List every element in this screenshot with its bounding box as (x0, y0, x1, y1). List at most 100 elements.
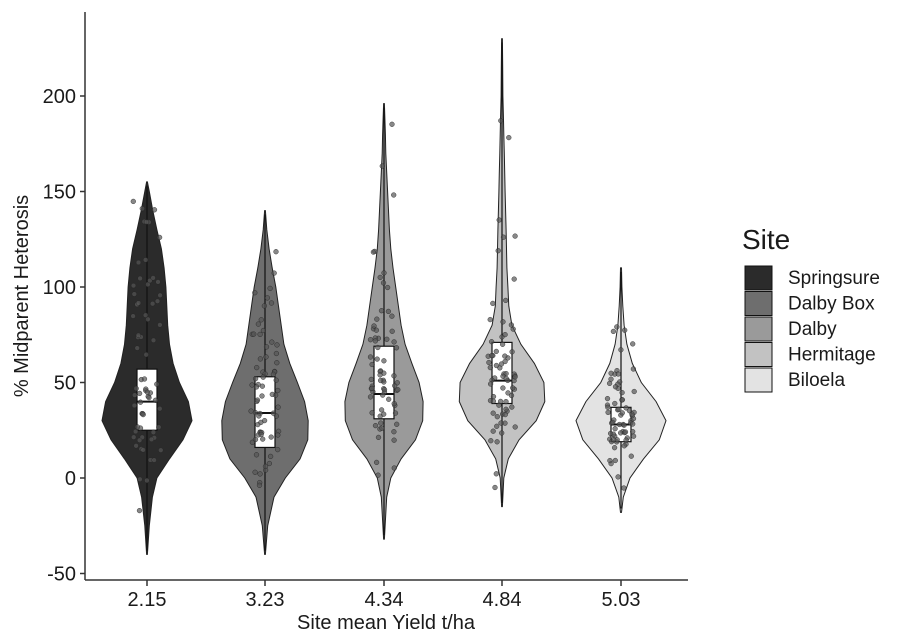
violin-group-dalby (344, 103, 424, 540)
jitter-point (389, 313, 395, 319)
jitter-point (137, 476, 143, 482)
jitter-point (622, 429, 629, 435)
jitter-point (257, 471, 263, 477)
jitter-point (612, 400, 618, 407)
jitter-point (630, 366, 637, 372)
jitter-point (253, 376, 259, 382)
jitter-point (374, 459, 380, 466)
jitter-point (506, 135, 512, 141)
jitter-point (256, 482, 263, 488)
jitter-point (254, 397, 261, 403)
jitter-point (381, 358, 387, 364)
jitter-point (150, 337, 157, 343)
legend-label-hermitage: Hermitage (788, 345, 876, 366)
jitter-point (623, 437, 629, 443)
jitter-point (266, 460, 273, 467)
jitter-point (132, 392, 138, 398)
jitter-point (252, 410, 259, 416)
legend-swatch-hermitage (744, 342, 773, 367)
jitter-point (500, 319, 506, 325)
jitter-point (494, 423, 500, 429)
y-tick-label: 0 (65, 468, 76, 490)
legend-label-springsure: Springsure (788, 268, 880, 289)
jitter-point (135, 259, 142, 266)
jitter-point (130, 313, 136, 319)
jitter-point (261, 303, 268, 309)
jitter-point (253, 384, 260, 390)
jitter-point (612, 457, 618, 464)
jitter-point (137, 275, 143, 282)
jitter-point (270, 371, 277, 377)
jitter-point (496, 402, 502, 408)
jitter-point (260, 436, 266, 442)
jitter-point (606, 380, 613, 387)
jitter-point (495, 248, 501, 254)
y-tick-label: -50 (47, 564, 76, 586)
jitter-point (152, 397, 159, 403)
jitter-point (384, 336, 390, 342)
jitter-point (268, 434, 274, 440)
jitter-point (260, 374, 266, 380)
jitter-point (389, 121, 395, 127)
jitter-point (493, 362, 500, 369)
jitter-point (268, 453, 274, 460)
jitter-point (490, 428, 496, 434)
jitter-point (512, 374, 518, 380)
jitter-point (140, 412, 146, 418)
jitter-point (137, 399, 144, 405)
jitter-point (263, 354, 269, 360)
jitter-point (379, 163, 385, 169)
jitter-point (135, 300, 142, 306)
jitter-point (621, 485, 627, 491)
jitter-point (488, 438, 494, 444)
jitter-point (508, 392, 515, 399)
jitter-point (500, 341, 506, 347)
jitter-point (498, 420, 504, 426)
jitter-point (499, 430, 505, 436)
jitter-point (150, 275, 156, 281)
jitter-point (131, 434, 137, 440)
jitter-point (373, 327, 380, 333)
jitter-point (395, 387, 401, 393)
jitter-point (378, 420, 384, 426)
jitter-point (508, 322, 515, 328)
jitter-point (605, 404, 611, 410)
jitter-point (146, 395, 152, 401)
jitter-point (367, 337, 374, 343)
jitter-point (274, 360, 280, 366)
jitter-point (607, 430, 614, 437)
jitter-point (369, 385, 375, 391)
jitter-point (262, 418, 268, 424)
y-tick-label: 200 (43, 86, 76, 108)
jitter-point (275, 387, 281, 394)
jitter-point (486, 359, 492, 366)
jitter-point (386, 396, 392, 402)
jitter-point (369, 410, 375, 416)
jitter-point (143, 257, 149, 263)
jitter-point (258, 317, 264, 323)
jitter-point (130, 198, 136, 205)
y-axis-ticks: -50 0 50 100 150 200 (43, 86, 85, 586)
jitter-point (389, 328, 395, 334)
jitter-point (381, 387, 388, 393)
jitter-point (503, 297, 509, 304)
jitter-point (493, 348, 499, 355)
jitter-point (137, 437, 143, 443)
jitter-point (611, 445, 618, 451)
jitter-point (493, 471, 499, 477)
jitter-point (252, 436, 259, 443)
jitter-point (375, 344, 381, 351)
legend-label-dalby: Dalby (788, 319, 837, 340)
jitter-point (379, 425, 385, 431)
jitter-point (137, 390, 143, 397)
jitter-point (150, 301, 156, 307)
jitter-point (145, 316, 151, 322)
jitter-point (380, 280, 387, 286)
jitter-point (143, 312, 149, 318)
legend-entries: Springsure Dalby Box Dalby Hermitage Biloela (744, 265, 880, 393)
jitter-point (248, 408, 254, 414)
jitter-point (148, 436, 155, 443)
jitter-point (502, 353, 508, 359)
jitter-point (150, 429, 157, 435)
jitter-point (143, 219, 150, 225)
